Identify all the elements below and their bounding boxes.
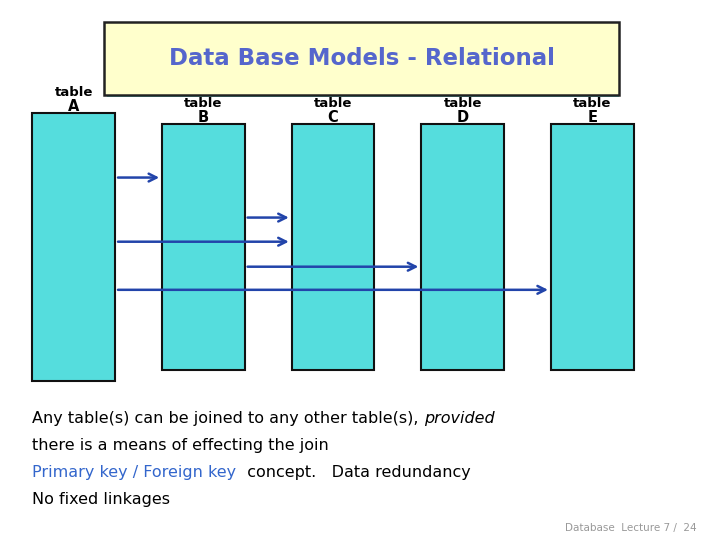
Bar [292, 124, 374, 370]
Text: B: B [198, 110, 209, 125]
Bar [551, 124, 634, 370]
Text: table: table [444, 97, 482, 110]
Bar [421, 124, 504, 370]
Bar [107, 87, 619, 97]
Text: E: E [588, 110, 597, 125]
Bar [162, 124, 245, 370]
Text: A: A [68, 99, 79, 114]
Text: Database  Lecture 7 /  24: Database Lecture 7 / 24 [565, 523, 697, 533]
Text: table: table [314, 97, 352, 110]
Text: table: table [184, 97, 222, 110]
Text: there is a means of effecting the join: there is a means of effecting the join [32, 438, 329, 453]
Text: Any table(s) can be joined to any other table(s),: Any table(s) can be joined to any other … [32, 411, 424, 426]
Text: No fixed linkages: No fixed linkages [32, 492, 171, 507]
Text: C: C [328, 110, 338, 125]
Text: table: table [573, 97, 611, 110]
FancyBboxPatch shape [104, 22, 619, 94]
Text: Primary key / Foreign key: Primary key / Foreign key [32, 465, 237, 480]
Text: Data Base Models - Relational: Data Base Models - Relational [168, 46, 554, 70]
Text: provided: provided [424, 411, 495, 426]
Bar [32, 113, 115, 381]
Text: D: D [456, 110, 469, 125]
Text: concept.   Data redundancy: concept. Data redundancy [237, 465, 470, 480]
Text: table: table [55, 86, 93, 99]
